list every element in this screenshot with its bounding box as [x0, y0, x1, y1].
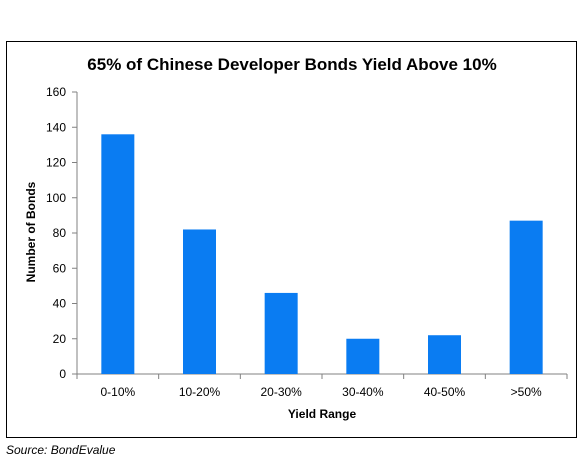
x-tick-label: 40-50% — [424, 385, 466, 399]
x-tick-label: 20-30% — [260, 385, 302, 399]
y-tick-label: 140 — [46, 120, 66, 134]
y-tick-label: 160 — [46, 85, 66, 99]
chart-title: 65% of Chinese Developer Bonds Yield Abo… — [87, 55, 496, 74]
y-tick-label: 80 — [53, 226, 67, 240]
plot-area: 0 20 40 60 80 100 120 140 160 0-10% 10-20% 20-30% 30… — [46, 85, 568, 399]
bar-20-30% — [264, 292, 298, 374]
y-tick-label: 100 — [46, 191, 66, 205]
y-tick-label: 20 — [53, 332, 67, 346]
y-tick-label: 0 — [59, 367, 66, 381]
bar-30-40% — [346, 338, 380, 374]
x-tick-label: 10-20% — [179, 385, 221, 399]
bar->50% — [509, 220, 543, 374]
x-tick-label: 30-40% — [342, 385, 384, 399]
y-tick-label: 120 — [46, 156, 66, 170]
bar-0-10% — [101, 134, 135, 374]
x-tick-label: 0-10% — [100, 385, 135, 399]
bar-chart: 65% of Chinese Developer Bonds Yield Abo… — [24, 55, 568, 421]
x-tick-label: >50% — [511, 385, 542, 399]
bar-10-20% — [183, 229, 216, 374]
y-axis-label: Number of Bonds — [24, 181, 38, 282]
source-note: Source: BondEvalue — [6, 443, 116, 457]
y-tick-label: 40 — [53, 297, 67, 311]
x-axis-label: Yield Range — [288, 407, 357, 421]
bar-40-50% — [428, 335, 461, 374]
y-tick-label: 60 — [53, 261, 67, 275]
